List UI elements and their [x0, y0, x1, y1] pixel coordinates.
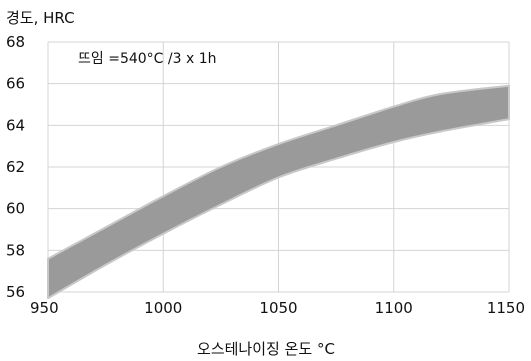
y-tick-label: 58: [6, 241, 25, 259]
y-tick-label: 56: [6, 283, 25, 301]
y-tick-label: 66: [6, 75, 25, 93]
x-axis-label: 오스테나이징 온도 °C: [197, 340, 335, 358]
x-tick-label: 1100: [375, 299, 413, 317]
y-tick-label: 62: [6, 158, 25, 176]
y-tick-labels: 56 58 60 62 64 66 68: [6, 33, 25, 301]
y-tick-label: 68: [6, 33, 25, 51]
x-tick-label: 1000: [144, 299, 182, 317]
hardness-band: [47, 84, 510, 300]
x-tick-label: 1150: [487, 299, 525, 317]
y-tick-label: 64: [6, 116, 25, 134]
chart-annotation: 뜨임 =540°C /3 x 1h: [78, 51, 216, 67]
y-tick-label: 60: [6, 200, 25, 218]
y-axis-label: 경도, HRC: [6, 9, 75, 27]
x-tick-label: 950: [30, 299, 59, 317]
x-tick-label: 1050: [259, 299, 297, 317]
x-tick-labels: 950 1000 1050 1100 1150: [30, 299, 525, 317]
hardness-band-layer: [47, 84, 510, 300]
